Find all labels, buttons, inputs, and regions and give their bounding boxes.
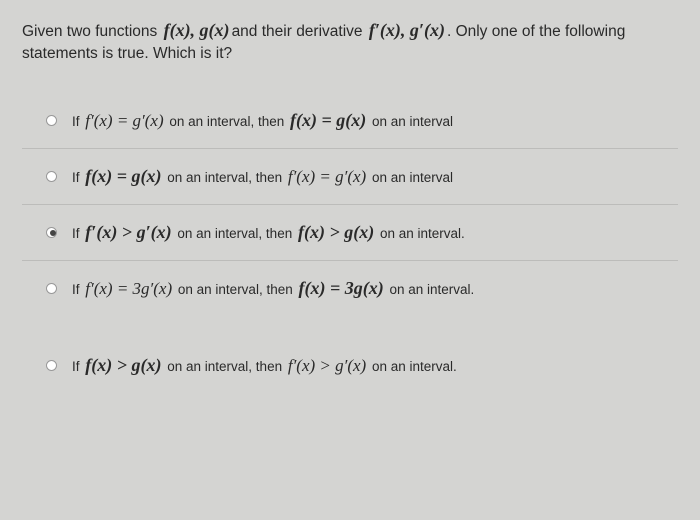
math-expr-result: f(x) > g(x) — [296, 222, 376, 242]
question-math1: f(x), g(x) — [162, 20, 232, 40]
prefix: If — [72, 114, 83, 129]
end: on an interval. — [376, 226, 465, 241]
option-1-text: If f′(x) = g′(x) on an interval, then f(… — [72, 107, 453, 134]
option-4-text: If f′(x) = 3g′(x) on an interval, then f… — [72, 275, 474, 302]
mid: on an interval, then — [164, 170, 286, 185]
radio-icon — [46, 115, 57, 126]
question-part1: Given two functions — [22, 23, 162, 40]
end: on an interval. — [386, 282, 475, 297]
mid: on an interval, then — [174, 226, 296, 241]
end: on an interval. — [368, 359, 457, 374]
question-text: Given two functions f(x), g(x)and their … — [22, 18, 678, 65]
option-2[interactable]: If f(x) = g(x) on an interval, then f′(x… — [22, 149, 678, 205]
math-expr-result: f′(x) = g′(x) — [286, 167, 368, 186]
radio-icon — [46, 171, 57, 182]
option-5[interactable]: If f(x) > g(x) on an interval, then f′(x… — [22, 338, 678, 393]
option-1[interactable]: If f′(x) = g′(x) on an interval, then f(… — [22, 93, 678, 149]
radio-icon — [46, 360, 57, 371]
math-expr-result: f(x) = g(x) — [288, 110, 368, 130]
end: on an interval — [368, 114, 453, 129]
math-expr: f′(x) > g′(x) — [83, 222, 173, 242]
mid: on an interval, then — [164, 359, 286, 374]
option-3-text: If f′(x) > g′(x) on an interval, then f(… — [72, 219, 465, 246]
end: on an interval — [368, 170, 453, 185]
prefix: If — [72, 226, 83, 241]
prefix: If — [72, 170, 83, 185]
option-3[interactable]: If f′(x) > g′(x) on an interval, then f(… — [22, 205, 678, 261]
math-expr: f′(x) = 3g′(x) — [83, 279, 174, 298]
question-math2: f′(x), g′(x) — [367, 20, 447, 40]
option-5-text: If f(x) > g(x) on an interval, then f′(x… — [72, 352, 457, 379]
math-expr: f(x) = g(x) — [83, 166, 163, 186]
prefix: If — [72, 359, 83, 374]
mid: on an interval, then — [174, 282, 296, 297]
radio-icon — [46, 283, 57, 294]
math-expr: f(x) > g(x) — [83, 355, 163, 375]
prefix: If — [72, 282, 83, 297]
question-part2: and their derivative — [232, 23, 367, 40]
math-expr-result: f(x) = 3g(x) — [296, 278, 385, 298]
mid: on an interval, then — [166, 114, 288, 129]
math-expr: f′(x) = g′(x) — [83, 111, 165, 130]
option-4[interactable]: If f′(x) = 3g′(x) on an interval, then f… — [22, 261, 678, 316]
math-expr-result: f′(x) > g′(x) — [286, 356, 368, 375]
option-2-text: If f(x) = g(x) on an interval, then f′(x… — [72, 163, 453, 190]
radio-icon — [46, 227, 57, 238]
